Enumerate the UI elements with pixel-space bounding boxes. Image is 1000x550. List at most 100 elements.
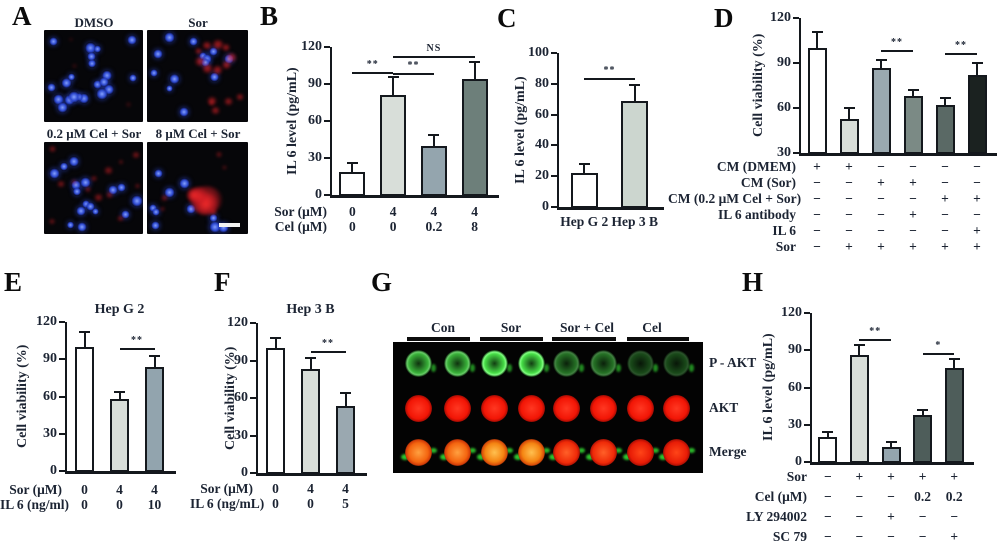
red-stain xyxy=(70,179,77,185)
cell-nucleus xyxy=(79,177,91,189)
error-bar-cap xyxy=(885,441,897,444)
micrograph-dmso xyxy=(44,30,143,122)
chart-title: Hep 3 B xyxy=(286,302,335,317)
x-row-value: − xyxy=(845,175,853,190)
panel-e-label: E xyxy=(4,267,23,297)
x-row-value: 4 xyxy=(151,482,158,497)
red-stain xyxy=(85,186,92,192)
y-tick-mark xyxy=(324,46,330,48)
x-row-value: 10 xyxy=(147,497,162,512)
bar xyxy=(110,398,129,472)
x-row-value: + xyxy=(887,469,895,484)
error-bar-cap xyxy=(629,84,641,87)
red-stain xyxy=(209,209,218,216)
pakt-well xyxy=(480,349,508,377)
chart-b-il6-level: 0 30 60 90 120 IL 6 level (pg/mL) ** ** NS Sor (μ… xyxy=(258,30,499,245)
x-row-value: − xyxy=(973,159,981,174)
red-stain xyxy=(131,151,140,159)
micrograph-title: Sor xyxy=(188,15,208,30)
x-row-value: 0 xyxy=(81,497,88,512)
blot-column-label: Con xyxy=(430,320,455,335)
cell-nucleus xyxy=(151,221,160,230)
x-row-value: 0.2 xyxy=(425,219,443,234)
cell-nucleus xyxy=(149,203,158,212)
x-row-value: + xyxy=(887,509,895,524)
akt-well xyxy=(480,394,508,422)
x-row-value: − xyxy=(813,191,821,206)
x-row-value: + xyxy=(909,239,917,254)
x-row-value: + xyxy=(973,239,981,254)
y-tick-mark xyxy=(551,52,557,54)
y-tick-label: 30 xyxy=(308,150,322,165)
cell-nucleus xyxy=(87,52,96,61)
x-row-value: − xyxy=(941,175,949,190)
red-stain xyxy=(134,184,140,189)
merge-well xyxy=(626,438,654,466)
x-row-value: 0 xyxy=(307,496,314,511)
error-bar-stem xyxy=(118,391,121,399)
panel-g-immunofluorescence: Con Sor Sor + Cel Cel P - AKT AKT Merge xyxy=(360,270,760,500)
x-row-value: − xyxy=(877,207,885,222)
cell-nucleus xyxy=(163,187,175,199)
error-bar-stem xyxy=(344,393,347,406)
y-tick-mark xyxy=(324,120,330,122)
x-row-value: − xyxy=(877,159,885,174)
red-stain xyxy=(211,107,220,114)
chart-d-cell-viability: 30 60 90 120 Cell viability (%) ** ** CM (DMEM)… xyxy=(668,0,1000,260)
y-tick-mark xyxy=(59,432,65,435)
x-row-value: + xyxy=(918,469,927,484)
red-stain xyxy=(212,39,225,50)
y-tick-mark xyxy=(250,322,256,324)
pakt-well xyxy=(404,349,432,377)
y-tick-label: 120 xyxy=(781,305,802,320)
red-stain xyxy=(194,48,203,55)
x-row-value: − xyxy=(950,509,959,524)
x-row-value: − xyxy=(941,207,949,222)
error-bar-cap xyxy=(469,60,481,63)
error-bar-cap xyxy=(907,89,919,91)
bar xyxy=(944,367,964,463)
y-tick-label: 90 xyxy=(777,55,791,70)
error-bar-stem xyxy=(880,60,882,68)
x-row-label: SC 79 xyxy=(772,529,807,544)
error-bar-cap xyxy=(578,162,590,165)
y-axis xyxy=(557,53,559,209)
cell-nucleus xyxy=(128,73,138,82)
bar xyxy=(871,67,891,154)
x-axis xyxy=(330,195,499,198)
x-row-label: Sor (μM) xyxy=(200,481,253,496)
red-stain xyxy=(125,102,132,107)
red-stain xyxy=(223,98,233,106)
x-row-value: + xyxy=(909,175,917,190)
blot-row-label: Merge xyxy=(709,444,747,459)
error-bar-stem xyxy=(473,61,476,80)
y-tick-label: 120 xyxy=(227,315,248,330)
x-row-value: + xyxy=(845,159,853,174)
y-tick-mark xyxy=(59,321,65,323)
y-tick-mark xyxy=(793,17,799,19)
bar xyxy=(570,173,598,208)
y-tick-label: 20 xyxy=(535,168,549,184)
cell-nucleus xyxy=(152,208,160,216)
significance-line xyxy=(393,72,434,75)
cell-nucleus xyxy=(120,210,130,220)
significance-line xyxy=(119,348,155,351)
cell-nucleus xyxy=(76,222,87,233)
error-bar-stem xyxy=(912,90,914,96)
x-row-value: 4 xyxy=(471,204,478,219)
y-tick-mark xyxy=(793,152,799,154)
micrograph-title: 8 μM Cel + Sor xyxy=(155,126,241,141)
significance-label: NS xyxy=(426,42,442,54)
cell-nucleus xyxy=(104,84,115,95)
y-tick-label: 60 xyxy=(777,100,791,115)
red-stain xyxy=(49,146,57,152)
cell-nucleus xyxy=(53,94,64,105)
error-bar-stem xyxy=(309,358,312,370)
x-row-label: IL 6 (ng/mL) xyxy=(190,496,265,511)
significance-label: * xyxy=(935,339,942,351)
x-row-value: − xyxy=(941,223,949,238)
error-bar-cap xyxy=(305,357,316,359)
bar xyxy=(75,346,94,472)
panel-b-label: B xyxy=(260,1,279,31)
cell-nucleus xyxy=(47,82,57,92)
